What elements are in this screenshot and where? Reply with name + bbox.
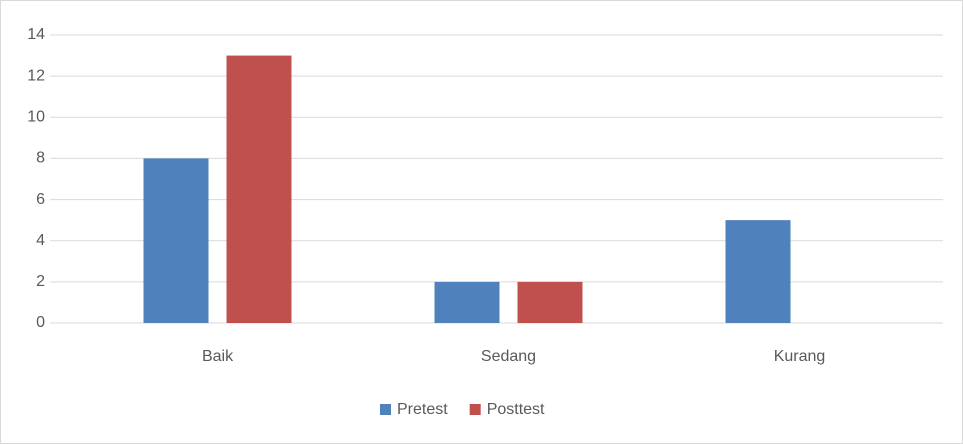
bar xyxy=(143,158,209,323)
y-tick-label: 6 xyxy=(36,191,45,208)
legend-swatch xyxy=(469,404,481,415)
y-tick-label: 8 xyxy=(36,150,45,167)
y-tick-label: 4 xyxy=(36,232,45,249)
y-tick-label: 14 xyxy=(27,26,45,43)
y-tick-label: 0 xyxy=(36,314,45,331)
x-tick-label: Sedang xyxy=(481,348,536,365)
y-tick-label: 10 xyxy=(27,109,45,126)
legend-label: Posttest xyxy=(487,401,545,418)
bar xyxy=(434,281,500,323)
x-tick-label: Baik xyxy=(202,348,234,365)
bar xyxy=(226,55,292,323)
y-tick-label: 12 xyxy=(27,67,45,84)
bar xyxy=(725,220,791,323)
y-tick-label: 2 xyxy=(36,273,45,290)
bar xyxy=(517,281,583,323)
legend-label: Pretest xyxy=(397,401,448,418)
x-tick-label: Kurang xyxy=(774,348,826,365)
legend-swatch xyxy=(380,404,391,415)
